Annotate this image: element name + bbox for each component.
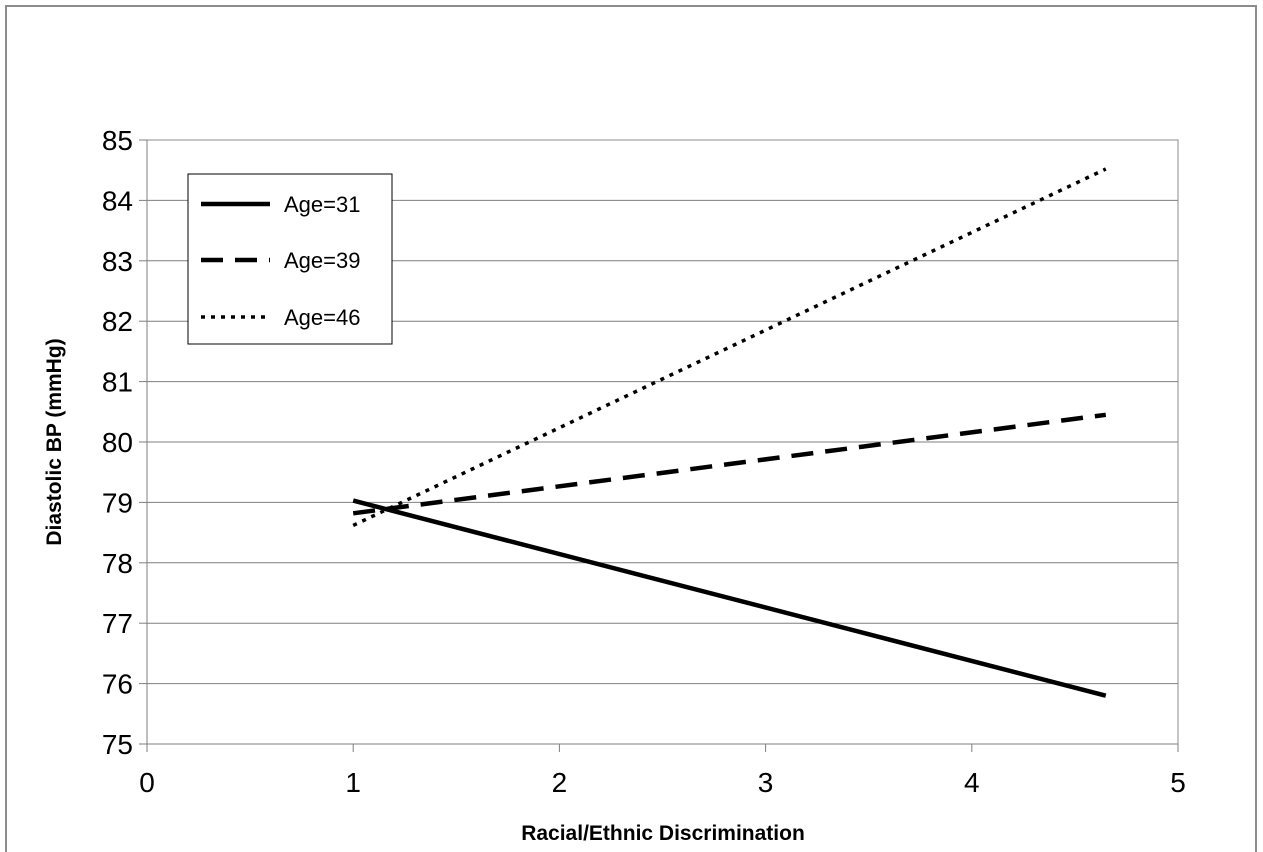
y-tick-label-77: 77	[102, 608, 133, 639]
x-tick-label-2: 2	[552, 767, 568, 798]
series-lines	[352, 167, 1107, 698]
y-tick-label-75: 75	[102, 729, 133, 760]
x-tick-label-3: 3	[758, 767, 774, 798]
y-tick-label-82: 82	[102, 306, 133, 337]
y-tick-label-85: 85	[102, 125, 133, 156]
y-axis-title: Diastolic BP (mmHg)	[43, 338, 66, 545]
legend-label-age-39: Age=39	[284, 248, 360, 273]
series-line-age-39	[352, 412, 1107, 516]
y-tick-label-83: 83	[102, 246, 133, 277]
x-tick-label-4: 4	[964, 767, 980, 798]
x-axis-ticks: 0 1 2 3 4 5	[139, 744, 1186, 798]
y-tick-label-78: 78	[102, 548, 133, 579]
chart-border	[5, 5, 1257, 852]
y-tick-label-79: 79	[102, 487, 133, 518]
y-tick-label-84: 84	[102, 185, 133, 216]
y-tick-label-81: 81	[102, 367, 133, 398]
x-axis-title: Racial/Ethnic Discrimination	[521, 822, 805, 845]
series-line-age-46	[352, 167, 1107, 527]
y-tick-label-76: 76	[102, 669, 133, 700]
legend-label-age-46: Age=46	[284, 305, 360, 330]
plot-area: 75 76 77 78 79 80 81 82 83 84 85 0 1 2 3 4 5	[102, 125, 1186, 798]
x-tick-label-0: 0	[139, 767, 155, 798]
y-axis-ticks: 75 76 77 78 79 80 81 82 83 84 85	[102, 125, 147, 760]
series-line-age-31	[352, 498, 1107, 698]
legend-label-age-31: Age=31	[284, 192, 360, 217]
legend: Age=31 Age=39 Age=46	[187, 173, 393, 345]
x-tick-label-1: 1	[345, 767, 361, 798]
y-tick-label-80: 80	[102, 427, 133, 458]
x-tick-label-5: 5	[1170, 767, 1186, 798]
